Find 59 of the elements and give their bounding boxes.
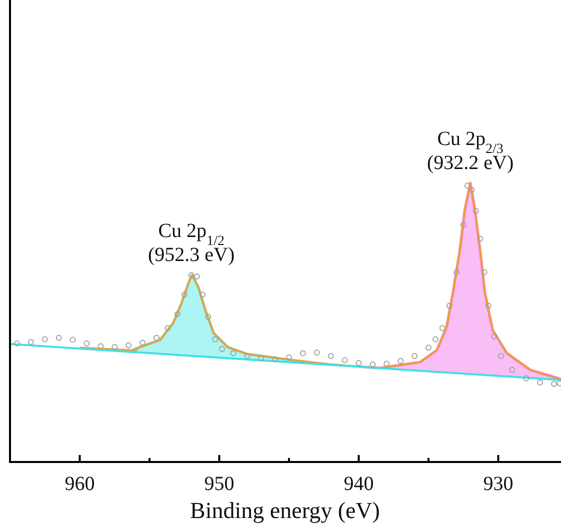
x-tick-label: 940	[344, 473, 374, 496]
point	[188, 272, 194, 278]
point	[219, 346, 226, 352]
point	[425, 344, 432, 351]
point	[164, 325, 171, 332]
point	[314, 350, 320, 356]
annotation: Cu 2p$_{2/3}$ (932.2 eV)	[427, 128, 514, 174]
point	[384, 360, 390, 367]
point	[477, 236, 484, 242]
point	[84, 340, 90, 346]
point	[194, 273, 200, 280]
point	[432, 336, 438, 342]
point	[356, 360, 362, 366]
point	[272, 356, 278, 362]
point	[439, 325, 446, 332]
point	[468, 186, 475, 193]
point	[398, 358, 404, 364]
point	[112, 344, 118, 350]
point	[140, 340, 146, 346]
point	[181, 292, 188, 298]
point	[230, 350, 236, 356]
point	[491, 333, 498, 340]
point	[14, 340, 20, 346]
point	[412, 352, 418, 359]
point	[523, 375, 530, 382]
point	[551, 380, 558, 387]
point	[212, 336, 218, 342]
point	[98, 343, 104, 350]
x-tick-label: 960	[64, 473, 95, 496]
point	[244, 352, 250, 359]
point	[453, 269, 460, 276]
point	[28, 339, 34, 346]
point	[481, 269, 488, 276]
point	[328, 352, 334, 359]
point	[498, 352, 504, 359]
point	[286, 354, 292, 360]
x-tick-label: 930	[483, 473, 514, 496]
point	[472, 208, 479, 214]
point	[464, 182, 471, 189]
point	[200, 292, 206, 298]
point	[126, 342, 132, 348]
point	[485, 302, 492, 309]
point	[174, 311, 180, 318]
point	[42, 336, 48, 342]
point	[370, 361, 376, 368]
point	[56, 334, 62, 341]
point	[509, 366, 516, 373]
point	[537, 379, 544, 386]
x-axis-title: Binding energy (eV)	[190, 498, 380, 523]
point	[300, 350, 306, 356]
annotation: Cu 2p$_{1/2}$ (952.3 eV)	[148, 220, 235, 266]
point	[460, 222, 466, 228]
point	[342, 357, 348, 364]
point	[258, 355, 264, 362]
point	[205, 314, 212, 320]
x-tick-label: 950	[204, 473, 234, 496]
point	[153, 334, 160, 341]
point	[446, 302, 452, 309]
point	[70, 336, 76, 343]
